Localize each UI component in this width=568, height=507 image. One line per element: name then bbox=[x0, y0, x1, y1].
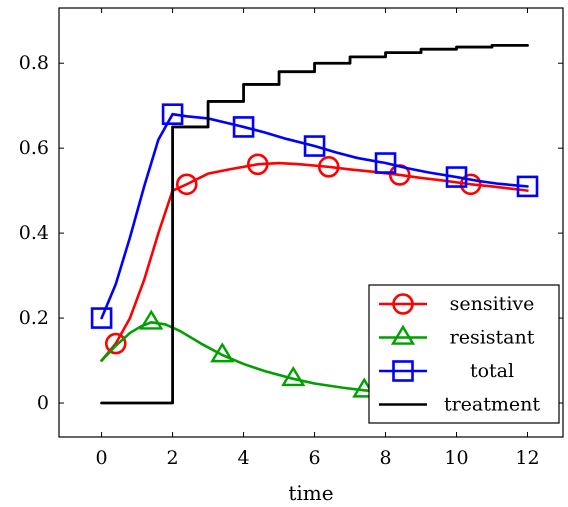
x-tick-label: 12 bbox=[515, 447, 539, 469]
data-point-sensitive bbox=[246, 153, 269, 176]
x-tick-label: 8 bbox=[379, 447, 391, 469]
x-tick-label: 2 bbox=[167, 447, 179, 469]
series-layer bbox=[90, 43, 539, 405]
y-tick-label: 0.2 bbox=[19, 307, 49, 329]
data-point-resistant bbox=[281, 365, 306, 387]
legend-swatch-marker bbox=[392, 293, 414, 315]
data-point-resistant bbox=[210, 342, 235, 363]
y-axis: 0 0.2 0.4 0.6 0.8 bbox=[19, 52, 563, 414]
data-point-total bbox=[161, 103, 184, 125]
y-tick-label: 0 bbox=[37, 392, 49, 414]
series-line-resistant bbox=[100, 321, 380, 393]
data-point-sensitive bbox=[175, 173, 198, 196]
data-point-sensitive bbox=[317, 156, 340, 178]
x-tick-label: 4 bbox=[238, 447, 250, 469]
legend-box bbox=[368, 284, 560, 424]
legend-label: resistant bbox=[450, 327, 535, 349]
legend-label: sensitive bbox=[450, 293, 535, 315]
x-tick-label: 10 bbox=[444, 447, 468, 469]
series-line-treatment bbox=[100, 43, 529, 405]
data-point-total bbox=[374, 152, 397, 174]
plot-frame bbox=[58, 7, 564, 438]
data-point-total bbox=[232, 116, 255, 138]
data-point-sensitive bbox=[104, 332, 127, 355]
legend-swatch-marker bbox=[390, 324, 416, 345]
series-sensitive bbox=[100, 153, 529, 362]
legend-entry-total: total bbox=[379, 360, 514, 382]
legend-entry-sensitive: sensitive bbox=[379, 293, 534, 315]
data-point-sensitive bbox=[459, 173, 482, 196]
data-point-total bbox=[445, 166, 468, 188]
x-tick-label: 6 bbox=[309, 447, 321, 469]
y-tick-label: 0.6 bbox=[19, 137, 49, 159]
series-total bbox=[90, 103, 539, 329]
legend: sensitive resistant total treatment bbox=[368, 284, 560, 424]
legend-label: treatment bbox=[444, 394, 540, 416]
legend-entry-resistant: resistant bbox=[379, 324, 535, 349]
data-point-total bbox=[516, 175, 539, 198]
legend-label: total bbox=[470, 360, 514, 382]
data-point-total bbox=[90, 307, 113, 329]
series-resistant bbox=[100, 309, 380, 398]
series-line-total bbox=[100, 112, 529, 320]
legend-swatch-marker bbox=[392, 360, 414, 382]
data-point-resistant bbox=[139, 309, 164, 330]
x-axis-label: time bbox=[288, 481, 333, 505]
series-line-sensitive bbox=[100, 161, 529, 362]
x-tick-label: 0 bbox=[96, 447, 108, 469]
x-axis: 0 2 4 6 8 10 12 bbox=[96, 8, 540, 469]
y-tick-label: 0.8 bbox=[19, 52, 49, 74]
legend-entries: sensitive resistant total treatment bbox=[379, 293, 540, 416]
y-tick-label: 0.4 bbox=[19, 222, 49, 244]
series-treatment bbox=[100, 43, 529, 405]
data-point-total bbox=[303, 135, 326, 157]
legend-entry-treatment: treatment bbox=[379, 394, 540, 416]
